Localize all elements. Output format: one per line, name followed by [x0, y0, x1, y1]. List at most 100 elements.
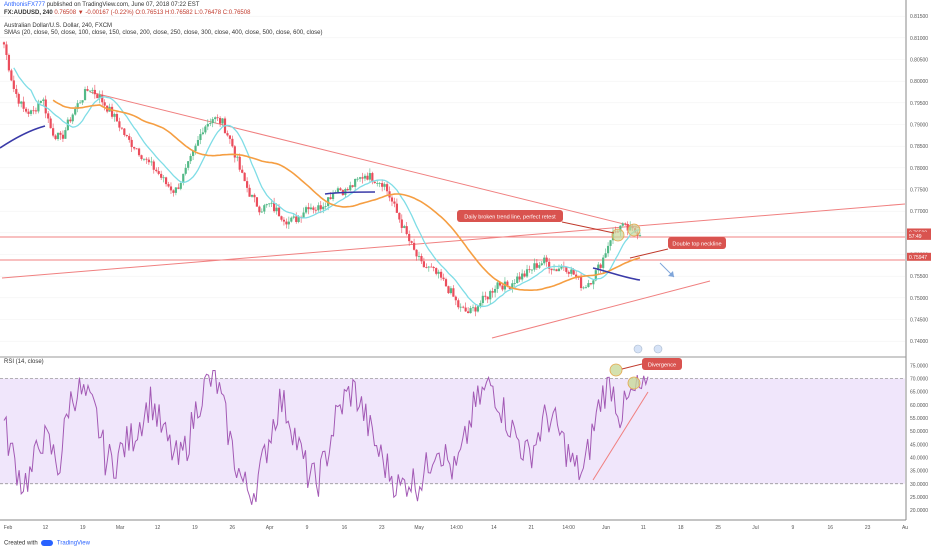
candle-body[interactable] [120, 127, 123, 129]
candle-body[interactable] [373, 181, 376, 184]
event-icon-2[interactable] [653, 344, 663, 354]
candle-body[interactable] [182, 173, 185, 184]
candle-body[interactable] [172, 190, 175, 193]
rsi-pane[interactable]: Divergence [0, 344, 905, 505]
candle-body[interactable] [79, 102, 82, 104]
candle-body[interactable] [160, 173, 163, 178]
candle-body[interactable] [216, 117, 219, 119]
candle-body[interactable] [555, 269, 558, 272]
candle-body[interactable] [494, 288, 497, 293]
candle-body[interactable] [228, 135, 232, 139]
candle-body[interactable] [599, 264, 602, 268]
candle-body[interactable] [167, 184, 170, 187]
candle-body[interactable] [322, 206, 325, 210]
candle-body[interactable] [147, 159, 150, 163]
candle-body[interactable] [572, 269, 575, 275]
candle-body[interactable] [521, 273, 524, 280]
candle-body[interactable] [91, 89, 94, 91]
candle-body[interactable] [422, 261, 426, 268]
candle-body[interactable] [20, 101, 23, 104]
candle-body[interactable] [15, 88, 18, 94]
candle-body[interactable] [479, 303, 482, 307]
candle-body[interactable] [196, 139, 200, 146]
candle-body[interactable] [513, 283, 516, 284]
candle-body[interactable] [295, 216, 298, 222]
event-icon-1[interactable] [633, 344, 643, 354]
candle-body[interactable] [155, 169, 158, 172]
candle-body[interactable] [383, 184, 386, 187]
candle-body[interactable] [98, 94, 101, 99]
candle-body[interactable] [587, 283, 590, 287]
candle-body[interactable] [403, 226, 406, 228]
candle-body[interactable] [61, 134, 65, 139]
candle-body[interactable] [187, 161, 190, 168]
time-axis[interactable]: Feb 12 19 Mar 12 19 26 Apr 9 16 23 May 14:00 14 21 14:0… [4, 525, 909, 531]
candle-body[interactable] [309, 207, 313, 210]
candle-body[interactable] [191, 150, 195, 156]
candle-body[interactable] [449, 288, 453, 294]
candle-body[interactable] [592, 280, 595, 285]
symbol-label[interactable]: FX:AUDUSD, 240 [4, 10, 53, 16]
candle-body[interactable] [329, 197, 332, 200]
candle-body[interactable] [292, 216, 295, 218]
candle-body[interactable] [54, 135, 57, 140]
candle-body[interactable] [118, 121, 121, 128]
candle-body[interactable] [71, 114, 74, 122]
candle-body[interactable] [42, 99, 45, 101]
candle-body[interactable] [86, 89, 89, 91]
candle-body[interactable] [523, 273, 526, 277]
candle-body[interactable] [179, 183, 182, 189]
candle-body[interactable] [584, 286, 588, 288]
candle-body[interactable] [361, 177, 364, 179]
annotation-neckline[interactable]: Double top neckline [629, 237, 726, 259]
candle-body[interactable] [236, 156, 239, 158]
candle-body[interactable] [81, 100, 84, 103]
candle-body[interactable] [351, 185, 354, 187]
candle-body[interactable] [238, 156, 241, 170]
candle-body[interactable] [12, 80, 15, 89]
candle-body[interactable] [579, 277, 583, 289]
candle-body[interactable] [211, 119, 214, 124]
candle-body[interactable] [501, 285, 504, 290]
candle-body[interactable] [17, 93, 20, 104]
candle-body[interactable] [194, 145, 197, 151]
candle-body[interactable] [400, 219, 403, 228]
candle-body[interactable] [226, 133, 229, 136]
candle-body[interactable] [162, 177, 165, 179]
candle-body[interactable] [101, 94, 104, 103]
candle-body[interactable] [243, 172, 246, 182]
candle-body[interactable] [115, 114, 119, 122]
candle-body[interactable] [273, 202, 276, 212]
candle-body[interactable] [427, 266, 430, 268]
rsi-divergence-marker-2[interactable] [627, 376, 641, 390]
candle-body[interactable] [511, 283, 514, 289]
candle-body[interactable] [552, 269, 556, 271]
candle-body[interactable] [530, 269, 534, 271]
candle-body[interactable] [528, 269, 531, 271]
candle-body[interactable] [358, 177, 362, 179]
candle-body[interactable] [258, 206, 261, 213]
candle-body[interactable] [201, 132, 205, 135]
candle-body[interactable] [297, 217, 300, 222]
candle-body[interactable] [444, 279, 448, 287]
candle-body[interactable] [582, 287, 585, 289]
candle-body[interactable] [464, 307, 467, 312]
candle-body[interactable] [535, 263, 538, 268]
candle-body[interactable] [265, 204, 268, 206]
candle-body[interactable] [575, 274, 578, 278]
candle-body[interactable] [125, 134, 128, 137]
candle-body[interactable] [346, 189, 349, 191]
candle-body[interactable] [516, 276, 519, 284]
candle-body[interactable] [250, 194, 254, 197]
candle-body[interactable] [496, 282, 499, 289]
candle-body[interactable] [476, 306, 480, 312]
candle-body[interactable] [538, 265, 541, 268]
candle-body[interactable] [304, 207, 308, 213]
candle-body[interactable] [376, 183, 379, 184]
candle-body[interactable] [381, 183, 384, 187]
candle-body[interactable] [498, 282, 502, 286]
candle-body[interactable] [435, 268, 438, 274]
candle-body[interactable] [128, 136, 131, 140]
candle-body[interactable] [5, 44, 8, 55]
candle-body[interactable] [486, 296, 489, 300]
